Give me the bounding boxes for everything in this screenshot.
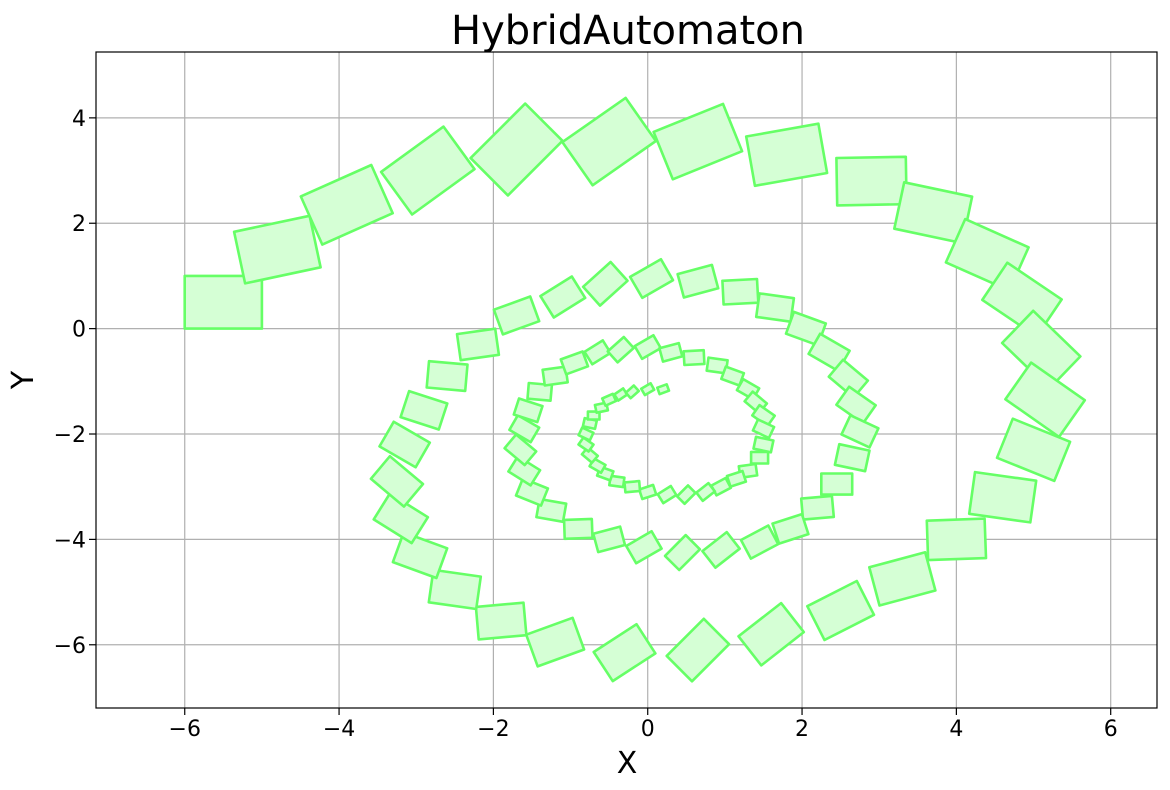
x-tick-label: −6 <box>169 717 201 742</box>
y-tick-label: 0 <box>72 318 86 343</box>
state-box <box>799 494 836 521</box>
state-box <box>507 454 542 487</box>
state-box <box>867 550 937 607</box>
state-box <box>739 524 780 560</box>
y-axis-label: Y <box>6 370 41 390</box>
state-box <box>652 102 744 181</box>
state-box <box>427 568 483 611</box>
y-tick-label: −4 <box>54 528 86 553</box>
state-box <box>637 483 658 501</box>
state-box <box>751 418 776 440</box>
state-box <box>399 389 449 431</box>
state-box <box>474 601 528 641</box>
state-box <box>675 484 697 506</box>
state-box <box>752 435 775 454</box>
state-box <box>655 382 671 396</box>
state-box <box>805 579 876 642</box>
state-box <box>694 481 717 503</box>
state-box <box>676 263 720 299</box>
state-box <box>369 454 425 508</box>
state-box <box>372 492 430 545</box>
state-box <box>539 275 587 319</box>
state-box <box>591 525 627 554</box>
state-box <box>592 622 657 683</box>
state-box <box>514 477 550 507</box>
state-box <box>606 335 636 364</box>
y-tick-label: 2 <box>72 212 86 237</box>
state-box <box>577 426 595 442</box>
state-box <box>682 348 706 367</box>
x-tick-label: 6 <box>1104 717 1118 742</box>
x-tick-label: −4 <box>323 717 355 742</box>
y-tick-label: −2 <box>54 423 86 448</box>
state-box <box>656 484 678 505</box>
state-box <box>721 277 760 306</box>
axis-ticks: −6 −4 −2 0 2 4 6 −6 −4 −2 0 2 4 <box>54 107 1118 742</box>
state-box <box>232 214 322 285</box>
state-box <box>995 417 1072 483</box>
state-box <box>623 479 642 494</box>
state-box <box>455 327 501 362</box>
state-box <box>183 274 264 330</box>
state-box <box>379 125 476 216</box>
state-box <box>559 350 590 376</box>
x-tick-label: 2 <box>795 717 809 742</box>
y-tick-label: 4 <box>72 107 86 132</box>
state-box <box>492 295 541 336</box>
state-box <box>581 260 629 307</box>
state-box <box>658 341 684 363</box>
state-box <box>503 433 538 467</box>
state-box <box>624 529 663 565</box>
state-box <box>624 384 641 400</box>
x-axis-label: X <box>617 746 638 781</box>
x-tick-label: −2 <box>477 717 509 742</box>
state-box <box>607 474 626 489</box>
trajectory-boxes <box>183 96 1087 683</box>
state-box <box>754 292 796 324</box>
state-box <box>535 497 568 524</box>
state-box <box>577 436 595 453</box>
state-box <box>299 163 395 246</box>
state-box <box>744 122 829 188</box>
state-box <box>600 392 618 408</box>
state-box <box>425 359 469 393</box>
chart-title: HybridAutomaton <box>451 8 805 54</box>
x-tick-label: 4 <box>949 717 963 742</box>
state-box <box>639 381 656 397</box>
state-box <box>665 617 731 683</box>
state-box <box>967 470 1038 524</box>
x-tick-label: 0 <box>641 717 655 742</box>
state-box <box>524 616 586 668</box>
state-box <box>737 601 806 667</box>
state-box <box>925 517 988 562</box>
state-box <box>835 155 908 207</box>
state-box <box>541 365 570 387</box>
state-box <box>391 531 449 580</box>
state-box <box>663 533 702 572</box>
state-box <box>701 530 742 570</box>
state-box <box>580 446 600 465</box>
state-box <box>508 413 541 444</box>
state-box <box>833 442 871 473</box>
state-box <box>378 420 432 469</box>
state-box <box>819 472 854 496</box>
state-box <box>512 397 544 424</box>
state-box <box>562 517 594 541</box>
state-box <box>840 413 880 449</box>
state-box <box>771 512 810 545</box>
y-tick-label: −6 <box>54 634 86 659</box>
state-box <box>749 450 770 465</box>
plot-frame <box>95 51 1158 709</box>
state-box <box>628 257 675 300</box>
